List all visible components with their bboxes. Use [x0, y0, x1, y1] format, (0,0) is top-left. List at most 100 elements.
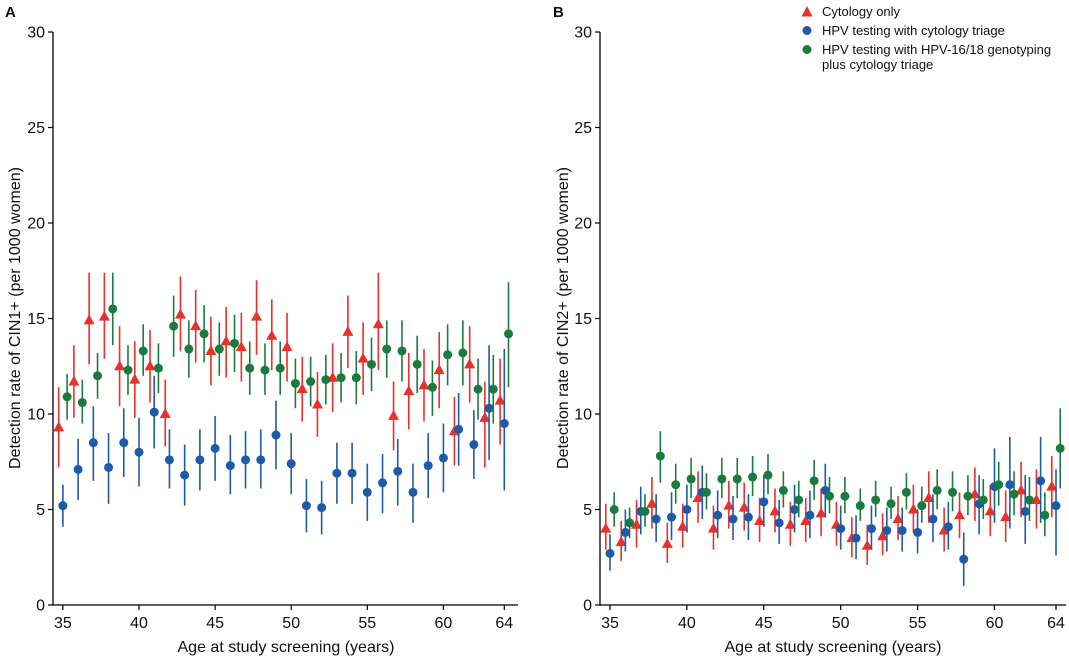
hpv-cytology-triage-point	[713, 510, 723, 520]
x-axis-title: Age at study screening (years)	[178, 639, 395, 656]
hpv-genotyping-cytology-triage-point	[367, 359, 377, 369]
hpv-genotyping-cytology-triage-point	[640, 506, 650, 516]
cytology-only-point	[692, 492, 704, 503]
cytology-only-point	[403, 385, 415, 396]
cytology-only-point	[1015, 484, 1027, 495]
hpv-genotyping-cytology-triage-point	[62, 392, 72, 402]
hpv-genotyping-cytology-triage-point	[306, 377, 316, 387]
hpv-genotyping-cytology-triage-point	[245, 363, 255, 373]
legend-label: HPV testing with HPV-16/18 genotyping pl…	[822, 42, 1052, 72]
y-axis-title: Detection rate of CIN1+ (per 1000 women)	[7, 167, 24, 469]
hpv-genotyping-cytology-triage-point	[963, 491, 973, 501]
x-tick-label: 60	[986, 615, 1004, 632]
cytology-only-point	[754, 514, 766, 525]
panel-label: A	[5, 4, 16, 21]
hpv-genotyping-cytology-triage-point	[443, 350, 453, 360]
cytology-only-point	[342, 325, 354, 336]
cytology-only-point	[174, 308, 186, 319]
hpv-cytology-triage-point	[454, 424, 464, 434]
hpv-cytology-triage-point	[408, 487, 418, 497]
cytology-only-point	[707, 522, 719, 533]
cytology-only-point	[1046, 480, 1058, 491]
hpv-genotyping-cytology-triage-point	[93, 371, 103, 381]
hpv-cytology-triage-point	[943, 522, 953, 532]
cytology-only-point	[311, 398, 323, 409]
hpv-genotyping-cytology-triage-point	[1009, 489, 1019, 499]
x-tick-label: 40	[678, 615, 696, 632]
y-tick-label: 0	[583, 598, 592, 615]
y-tick-label: 25	[574, 120, 592, 137]
hpv-genotyping-cytology-triage-point	[108, 304, 118, 314]
hpv-genotyping-cytology-triage-point	[948, 487, 958, 497]
hpv-cytology-triage-point	[1020, 506, 1030, 516]
hpv-cytology-triage-point	[651, 514, 661, 524]
cytology-only-point	[388, 409, 400, 420]
hpv-cytology-triage-point	[347, 468, 357, 478]
cytology-only-point	[129, 373, 141, 384]
cytology-only-point	[433, 364, 445, 375]
hpv-cytology-triage-point	[317, 503, 327, 513]
hpv-genotyping-cytology-triage-point	[763, 470, 773, 480]
hpv-genotyping-cytology-triage-point	[871, 495, 881, 505]
y-tick-label: 15	[27, 311, 45, 328]
cytology-only-point	[892, 513, 904, 524]
cytology-only-point	[144, 360, 156, 371]
hpv-genotyping-cytology-triage-point	[701, 487, 711, 497]
cytology-only-point	[281, 341, 293, 352]
x-tick-label: 40	[130, 615, 148, 632]
hpv-cytology-triage-point	[484, 403, 494, 413]
cytology-only-point	[479, 411, 491, 422]
hpv-cytology-triage-point	[1036, 476, 1046, 486]
hpv-genotyping-cytology-triage-point	[932, 485, 942, 495]
hpv-genotyping-cytology-triage-point	[732, 474, 742, 484]
cytology-only-point	[800, 514, 812, 525]
y-tick-label: 25	[27, 120, 45, 137]
hpv-cytology-triage-point	[271, 430, 281, 440]
cytology-only-point	[205, 344, 217, 355]
cytology-only-point	[954, 509, 966, 520]
hpv-genotyping-cytology-triage-point	[123, 365, 133, 375]
hpv-genotyping-cytology-triage-point	[686, 474, 696, 484]
hpv-cytology-triage-point	[134, 447, 144, 457]
hpv-genotyping-cytology-triage-point	[351, 373, 361, 383]
hpv-genotyping-cytology-triage-point	[1024, 495, 1034, 505]
hpv-genotyping-cytology-triage-point	[199, 329, 209, 339]
cytology-only-point	[220, 335, 232, 346]
hpv-genotyping-cytology-triage-point	[473, 384, 483, 394]
cytology-only-point	[266, 329, 278, 340]
cytology-only-point	[769, 505, 781, 516]
y-tick-label: 20	[574, 216, 592, 233]
x-tick-label: 45	[206, 615, 224, 632]
x-axis-title: Age at study screening (years)	[725, 639, 942, 656]
cytology-only-point	[83, 314, 95, 325]
hpv-genotyping-cytology-triage-point	[336, 373, 346, 383]
hpv-genotyping-cytology-triage-point	[671, 480, 681, 490]
cytology-only-point	[984, 505, 996, 516]
legend-item-cytology-only: Cytology only	[799, 4, 1062, 19]
hpv-genotyping-cytology-triage-point	[748, 472, 758, 482]
hpv-genotyping-cytology-triage-point	[214, 344, 224, 354]
hpv-cytology-triage-point	[104, 462, 114, 472]
axes: 0 5 10 15 20 25 30 35 40 45 50 55 60 64	[27, 25, 518, 632]
hpv-genotyping-cytology-triage-point	[230, 338, 240, 348]
hpv-genotyping-cytology-triage-point	[138, 346, 148, 356]
x-tick-label: 35	[601, 615, 619, 632]
hpv-cytology-triage-point	[866, 524, 876, 534]
hpv-cytology-triage-point	[195, 455, 205, 465]
hpv-genotyping-cytology-triage-point	[77, 398, 87, 408]
hpv-genotyping-cytology-triage-point	[794, 495, 804, 505]
circle-marker-icon	[802, 45, 812, 54]
y-tick-label: 5	[583, 502, 592, 519]
cytology-only-point	[159, 408, 171, 418]
y-tick-label: 0	[36, 598, 45, 615]
hpv-genotyping-cytology-triage-point	[184, 344, 194, 354]
hpv-cytology-triage-point	[225, 461, 235, 471]
hpv-cytology-triage-point	[728, 514, 738, 524]
cytology-only-point	[251, 310, 263, 321]
cytology-only-point	[784, 518, 796, 529]
hpv-cytology-triage-point	[256, 455, 266, 465]
hpv-cytology-triage-point	[1051, 501, 1061, 511]
hpv-cytology-triage-point	[667, 512, 677, 522]
hpv-genotyping-cytology-triage-point	[169, 321, 179, 331]
hpv-genotyping-cytology-triage-point	[412, 359, 422, 369]
